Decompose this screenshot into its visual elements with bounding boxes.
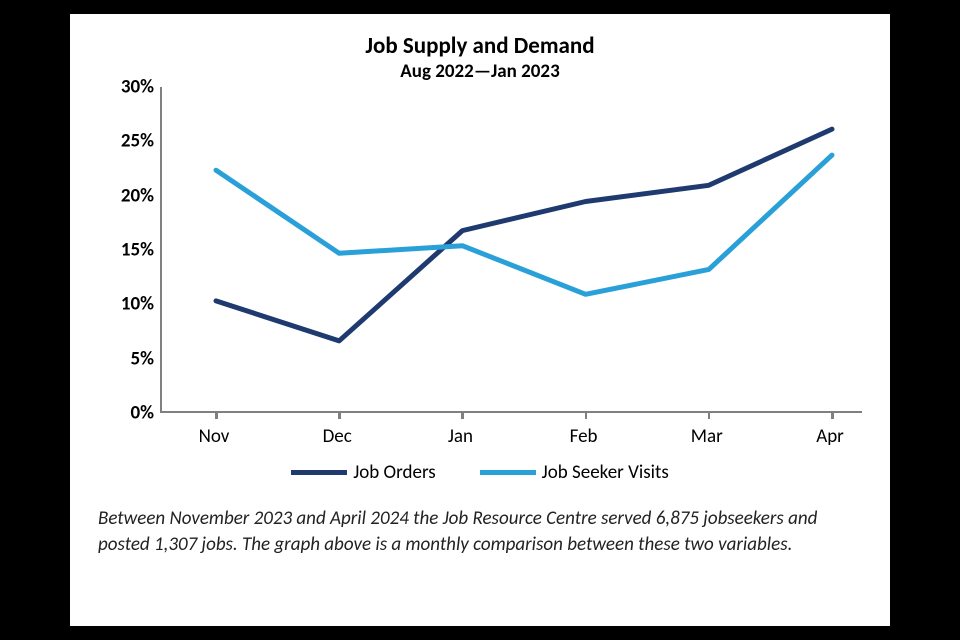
legend-swatch [291,470,347,475]
x-axis-labels: Nov Dec Jan Feb Mar Apr [160,417,862,457]
y-axis-labels: 0%5%10%15%20%25%30% [96,87,154,457]
y-tick-label: 15% [121,239,154,262]
line-chart-svg [162,87,862,411]
legend-item: Job Orders [291,461,435,484]
chart-area: 0%5%10%15%20%25%30% NovDecJanFebMarApr [102,87,862,457]
legend-swatch [480,470,536,475]
y-tick-label: 25% [121,130,154,153]
chart-caption: Between November 2023 and April 2024 the… [98,506,862,557]
title-block: Job Supply and Demand Aug 2022—Jan 2023 [98,32,862,83]
y-tick-label: 0% [131,402,154,425]
chart-subtitle: Aug 2022—Jan 2023 [98,60,862,83]
y-tick-label: 10% [121,293,154,316]
x-tick-label: Apr [816,425,844,448]
y-tick-label: 30% [121,76,154,99]
x-tick-label: Mar [691,425,723,448]
chart-title: Job Supply and Demand [98,32,862,60]
x-tick-label: Jan [448,425,473,448]
legend-item: Job Seeker Visits [480,461,669,484]
chart-panel: Job Supply and Demand Aug 2022—Jan 2023 … [70,14,890,626]
chart-legend: Job Orders Job Seeker Visits [98,461,862,484]
x-tick-label: Feb [570,425,598,448]
series-line [216,155,832,294]
plot-region [160,87,862,413]
y-tick-label: 5% [131,347,154,370]
y-tick-label: 20% [121,184,154,207]
legend-label: Job Orders [353,461,435,484]
legend-label: Job Seeker Visits [542,461,669,484]
x-tick-label: Nov [199,425,230,448]
x-tick-label: Dec [323,425,352,448]
